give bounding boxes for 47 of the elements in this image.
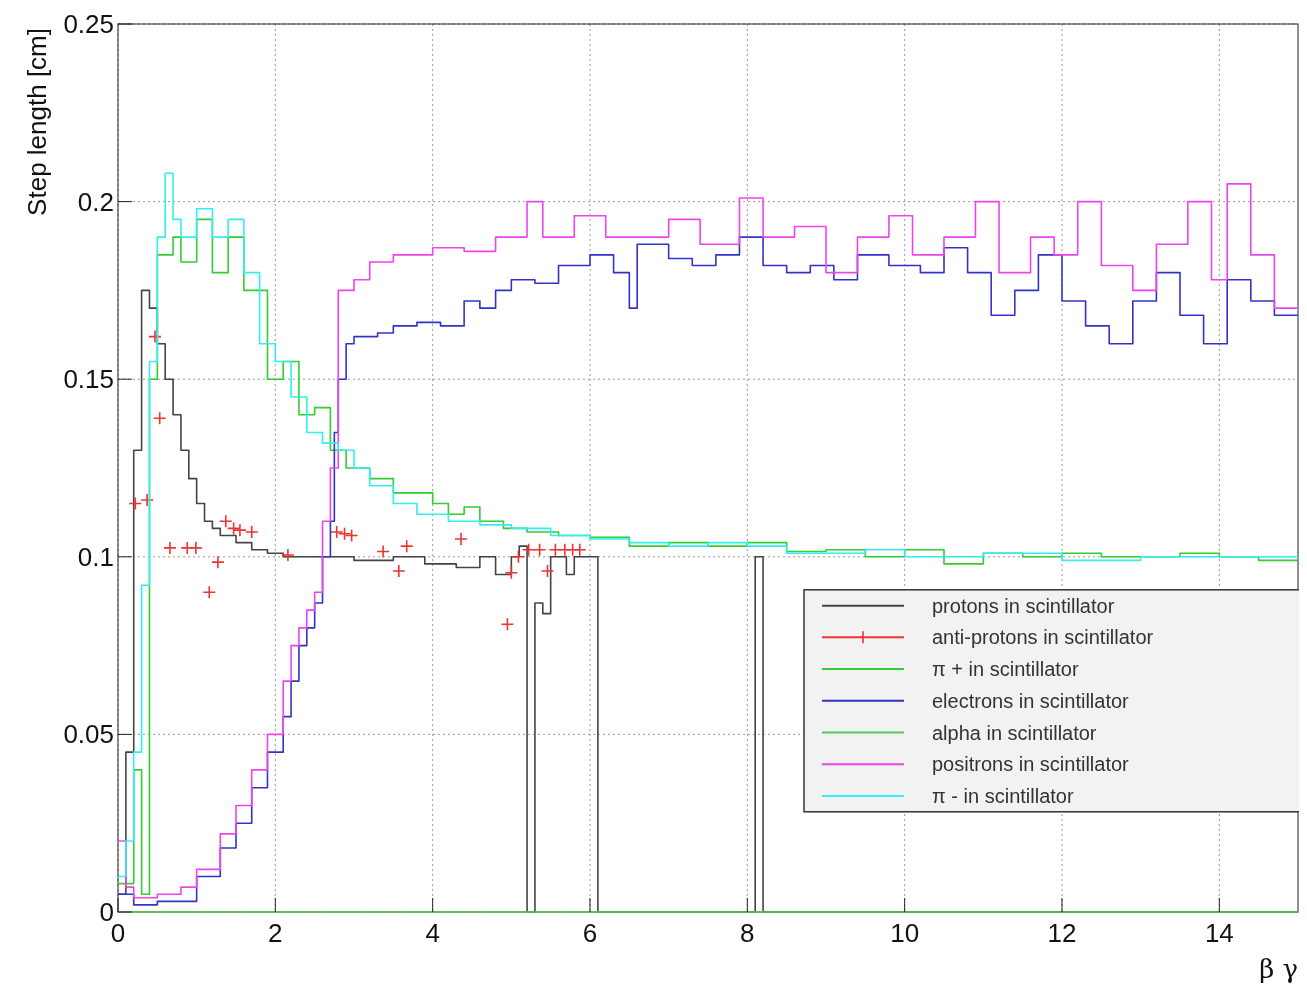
y-tick-label: 0.15 [63, 364, 114, 395]
point [281, 548, 295, 562]
point [163, 541, 177, 555]
point [211, 555, 225, 569]
x-tick-label: 12 [1047, 918, 1077, 948]
y-tick-label: 0.05 [63, 719, 114, 750]
y-tick-label: 0.25 [63, 9, 114, 39]
point [329, 525, 344, 539]
point [504, 565, 519, 580]
point [572, 542, 587, 557]
point [376, 544, 390, 559]
x-tick-label: 2 [268, 918, 283, 948]
legend-label: electrons in scintillator [932, 689, 1130, 712]
point [202, 585, 217, 600]
point [521, 542, 536, 557]
x-tick-label: 4 [425, 918, 440, 948]
legend-label: π + in scintillator [932, 658, 1079, 681]
legend-label: anti-protons in scintillator [932, 626, 1154, 649]
point [140, 493, 154, 507]
point [244, 525, 259, 539]
point [540, 564, 555, 578]
x-axis-title: β γ [1259, 954, 1298, 984]
y-tick-label: 0.1 [77, 541, 114, 572]
point [148, 329, 162, 344]
point [399, 539, 414, 553]
legend-label: alpha in scintillator [932, 721, 1097, 744]
point [532, 542, 547, 557]
point [128, 496, 143, 511]
legend-label: positrons in scintillator [932, 753, 1130, 776]
y-tick-label: 0.2 [77, 186, 114, 217]
point [337, 526, 352, 541]
point [344, 528, 359, 543]
legend-label: π - in scintillator [932, 784, 1074, 807]
point [189, 541, 203, 555]
point [392, 564, 406, 578]
point [500, 617, 515, 632]
legend-label: protons in scintillator [932, 594, 1115, 617]
x-tick-label: 8 [740, 918, 755, 948]
point [233, 523, 247, 537]
y-tick-label: 0 [99, 897, 114, 927]
x-tick-label: 10 [890, 918, 920, 948]
point [152, 411, 167, 426]
point [454, 532, 468, 546]
x-tick-label: 6 [582, 918, 598, 948]
point [511, 550, 526, 564]
x-tick-label: 14 [1204, 918, 1234, 948]
y-axis-title: Step length [cm] [22, 28, 52, 216]
